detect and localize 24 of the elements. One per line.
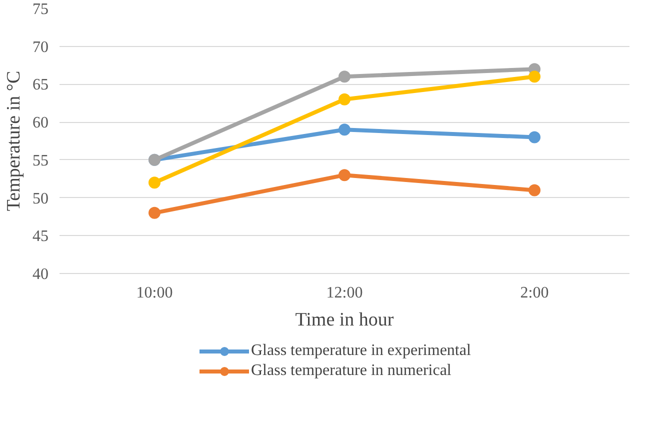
x-tick-label: 2:00	[520, 284, 549, 302]
y-axis-title: Temperature in °C	[4, 70, 24, 212]
y-tick-label: 50	[32, 190, 48, 208]
point	[528, 131, 540, 144]
x-tick-label: 10:00	[136, 284, 173, 302]
point	[148, 206, 160, 219]
legend-label: Glass temperature in experimental	[251, 341, 471, 361]
y-tick-label: 40	[32, 266, 48, 283]
point	[528, 70, 540, 83]
point	[338, 169, 350, 182]
point	[338, 70, 350, 83]
y-tick-label: 75	[32, 1, 48, 18]
x-tick-label: 12:00	[326, 284, 363, 302]
legend-label: Glass temperature in numerical	[251, 361, 452, 381]
x-axis-title: Time in hour	[295, 310, 394, 330]
point	[338, 124, 350, 136]
y-tick-label: 70	[32, 38, 48, 56]
y-tick-label: 45	[32, 228, 48, 246]
y-tick-label: 65	[32, 76, 48, 94]
point	[528, 184, 540, 196]
point	[148, 176, 160, 189]
y-tick-label: 60	[32, 114, 48, 132]
y-tick-label: 55	[32, 152, 48, 170]
point	[338, 93, 350, 106]
